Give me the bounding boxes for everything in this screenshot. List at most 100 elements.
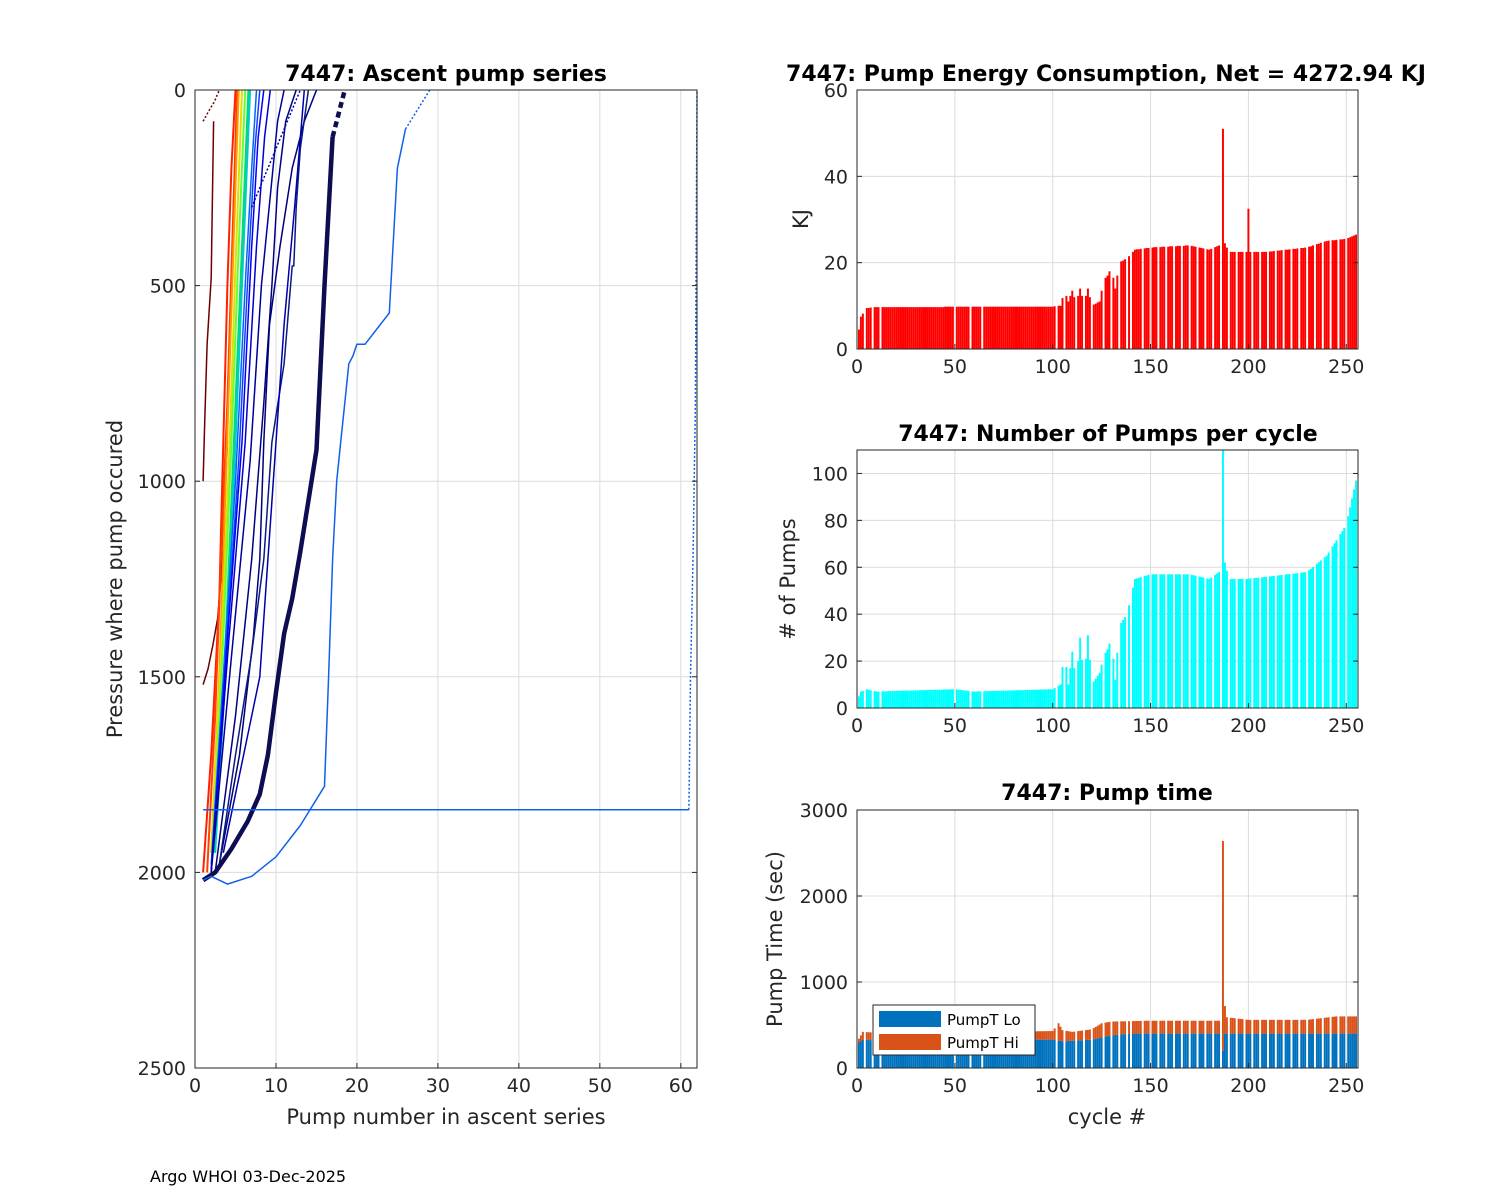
energy-bar-energy [865,307,868,349]
energy-bar-energy [1079,288,1082,349]
energy-bar-energy [1114,288,1117,349]
pumptime-bar-pumpt-hi [1296,1019,1299,1034]
pumptime-xtick-label: 100 [1035,1075,1071,1097]
pumptime-bar-pumpt-hi [1310,1019,1313,1034]
pumps-bar-pumps [1012,690,1015,708]
pumptime-bar-pumpt-lo [1178,1033,1181,1068]
pumps-bar-pumps [1069,668,1072,708]
energy-bar-energy [1276,250,1279,349]
energy-bar-energy [920,307,923,349]
pumps-bar-pumps [957,689,960,708]
pumps-bar-pumps [1163,574,1166,708]
pumptime-bar-pumpt-lo [1186,1033,1189,1068]
energy-bar-energy [1069,295,1072,349]
pumps-bar-pumps [1061,666,1064,708]
energy-bar-energy [994,306,997,349]
pumptime-bar-pumpt-lo [1302,1033,1305,1068]
energy-bar-energy [1059,305,1062,349]
pumps-bar-pumps [1223,562,1226,708]
pumps-bar-pumps [1116,652,1119,708]
pumptime-bar-pumpt-lo [1038,1039,1040,1068]
pumps-bar-pumps [1128,605,1131,708]
energy-bar-energy [910,307,913,349]
energy-bar-energy [971,306,974,349]
ascent-line-yellow-1 [210,89,243,853]
energy-bar-energy [1067,301,1070,349]
energy-bar-energy [1302,247,1305,349]
pumps-bar-pumps [867,689,870,708]
energy-bar-energy [1175,246,1177,349]
energy-bar-energy [1041,306,1044,349]
energy-bar-energy [1108,271,1111,349]
energy-bar-energy [1210,248,1213,349]
energy-bar-energy [922,307,925,349]
pumps-bar-pumps [1208,579,1211,708]
pumptime-bar-pumpt-lo [1161,1033,1164,1068]
pumps-bar-pumps [1300,572,1303,708]
pumps-bar-pumps [889,691,892,708]
energy-bar-energy [940,307,943,349]
pumps-bar-pumps [965,690,968,708]
pumps-bar-pumps [977,691,980,708]
pumptime-bar-pumpt-lo [1333,1033,1336,1068]
pumptime-bar-pumpt-hi [1049,1031,1052,1040]
pumps-bar-pumps [1186,574,1189,708]
energy-bar-energy [1198,247,1201,349]
pumps-bar-pumps [1351,498,1354,708]
pumps-bar-pumps [1120,622,1123,708]
pumptime-bar-pumpt-lo [1135,1033,1138,1068]
energy-bar-energy [875,307,878,349]
pumptime-ytick-label: 2000 [800,886,848,908]
energy-bar-energy [1270,251,1273,349]
energy-bar-energy [908,307,911,349]
ascent-xtick-label: 50 [588,1075,612,1097]
pumps-bar-pumps [1182,574,1185,708]
energy-bar-energy [1159,247,1162,349]
pumps-bar-pumps [1239,579,1242,708]
pumptime-bar-pumpt-hi [1233,1018,1236,1034]
energy-bar-energy [957,306,960,349]
energy-bar-energy [942,307,945,349]
pumps-bar-pumps [1331,546,1334,708]
pumptime-bar-pumpt-lo [1128,1033,1131,1068]
pumps-bar-pumps [1084,658,1087,708]
pumps-bar-pumps [1036,689,1039,708]
pumptime-bar-pumpt-hi [1353,1016,1356,1034]
energy-xtick-label: 0 [851,356,863,378]
energy-bar-energy [1296,248,1299,349]
pumps-bar-pumps [1229,579,1232,708]
pumptime-bar-pumpt-hi [1155,1020,1158,1034]
pumps-bar-pumps [938,689,941,708]
pumptime-bar-pumpt-hi [1043,1031,1046,1040]
pumps-bar-pumps [861,690,864,708]
pumptime-bar-pumpt-hi [1122,1021,1125,1035]
pumps-bar-pumps [1086,635,1089,708]
energy-bar-energy [1010,306,1013,349]
pumps-bar-pumps [1319,560,1322,708]
energy-bar-energy [989,306,992,349]
pumps-bar-pumps [1071,651,1074,708]
pumps-bar-pumps [1270,576,1273,708]
pumptime-bar-pumpt-lo [861,1039,864,1068]
pumptime-bar-pumpt-lo [1216,1033,1219,1068]
pumps-bar-pumps [1278,575,1281,708]
pumptime-bar-pumpt-lo [1296,1033,1299,1068]
ascent-line-red-1 [202,89,237,873]
pumptime-legend: PumpT Lo PumpT Hi [872,1004,1036,1056]
pumps-bar-pumps [920,690,923,708]
pumptime-bar-pumpt-lo [1079,1040,1082,1068]
pumps-bar-pumps [924,690,927,708]
energy-bar-energy [1229,251,1232,350]
pumps-bars [857,450,1358,708]
pumptime-bar-pumpt-hi [1045,1031,1048,1040]
energy-bar-energy [985,306,988,349]
pumptime-bar-pumpt-lo [1043,1039,1046,1068]
pumps-bar-pumps [1155,574,1158,708]
energy-bar-energy [861,313,864,349]
pumps-bar-pumps [908,690,911,708]
energy-bar-energy [1249,251,1252,350]
energy-bar-energy [1131,251,1134,350]
pumps-bar-pumps [1323,557,1326,708]
pumptime-bar-pumpt-lo [1100,1037,1103,1068]
energy-bar-energy [1092,304,1095,349]
